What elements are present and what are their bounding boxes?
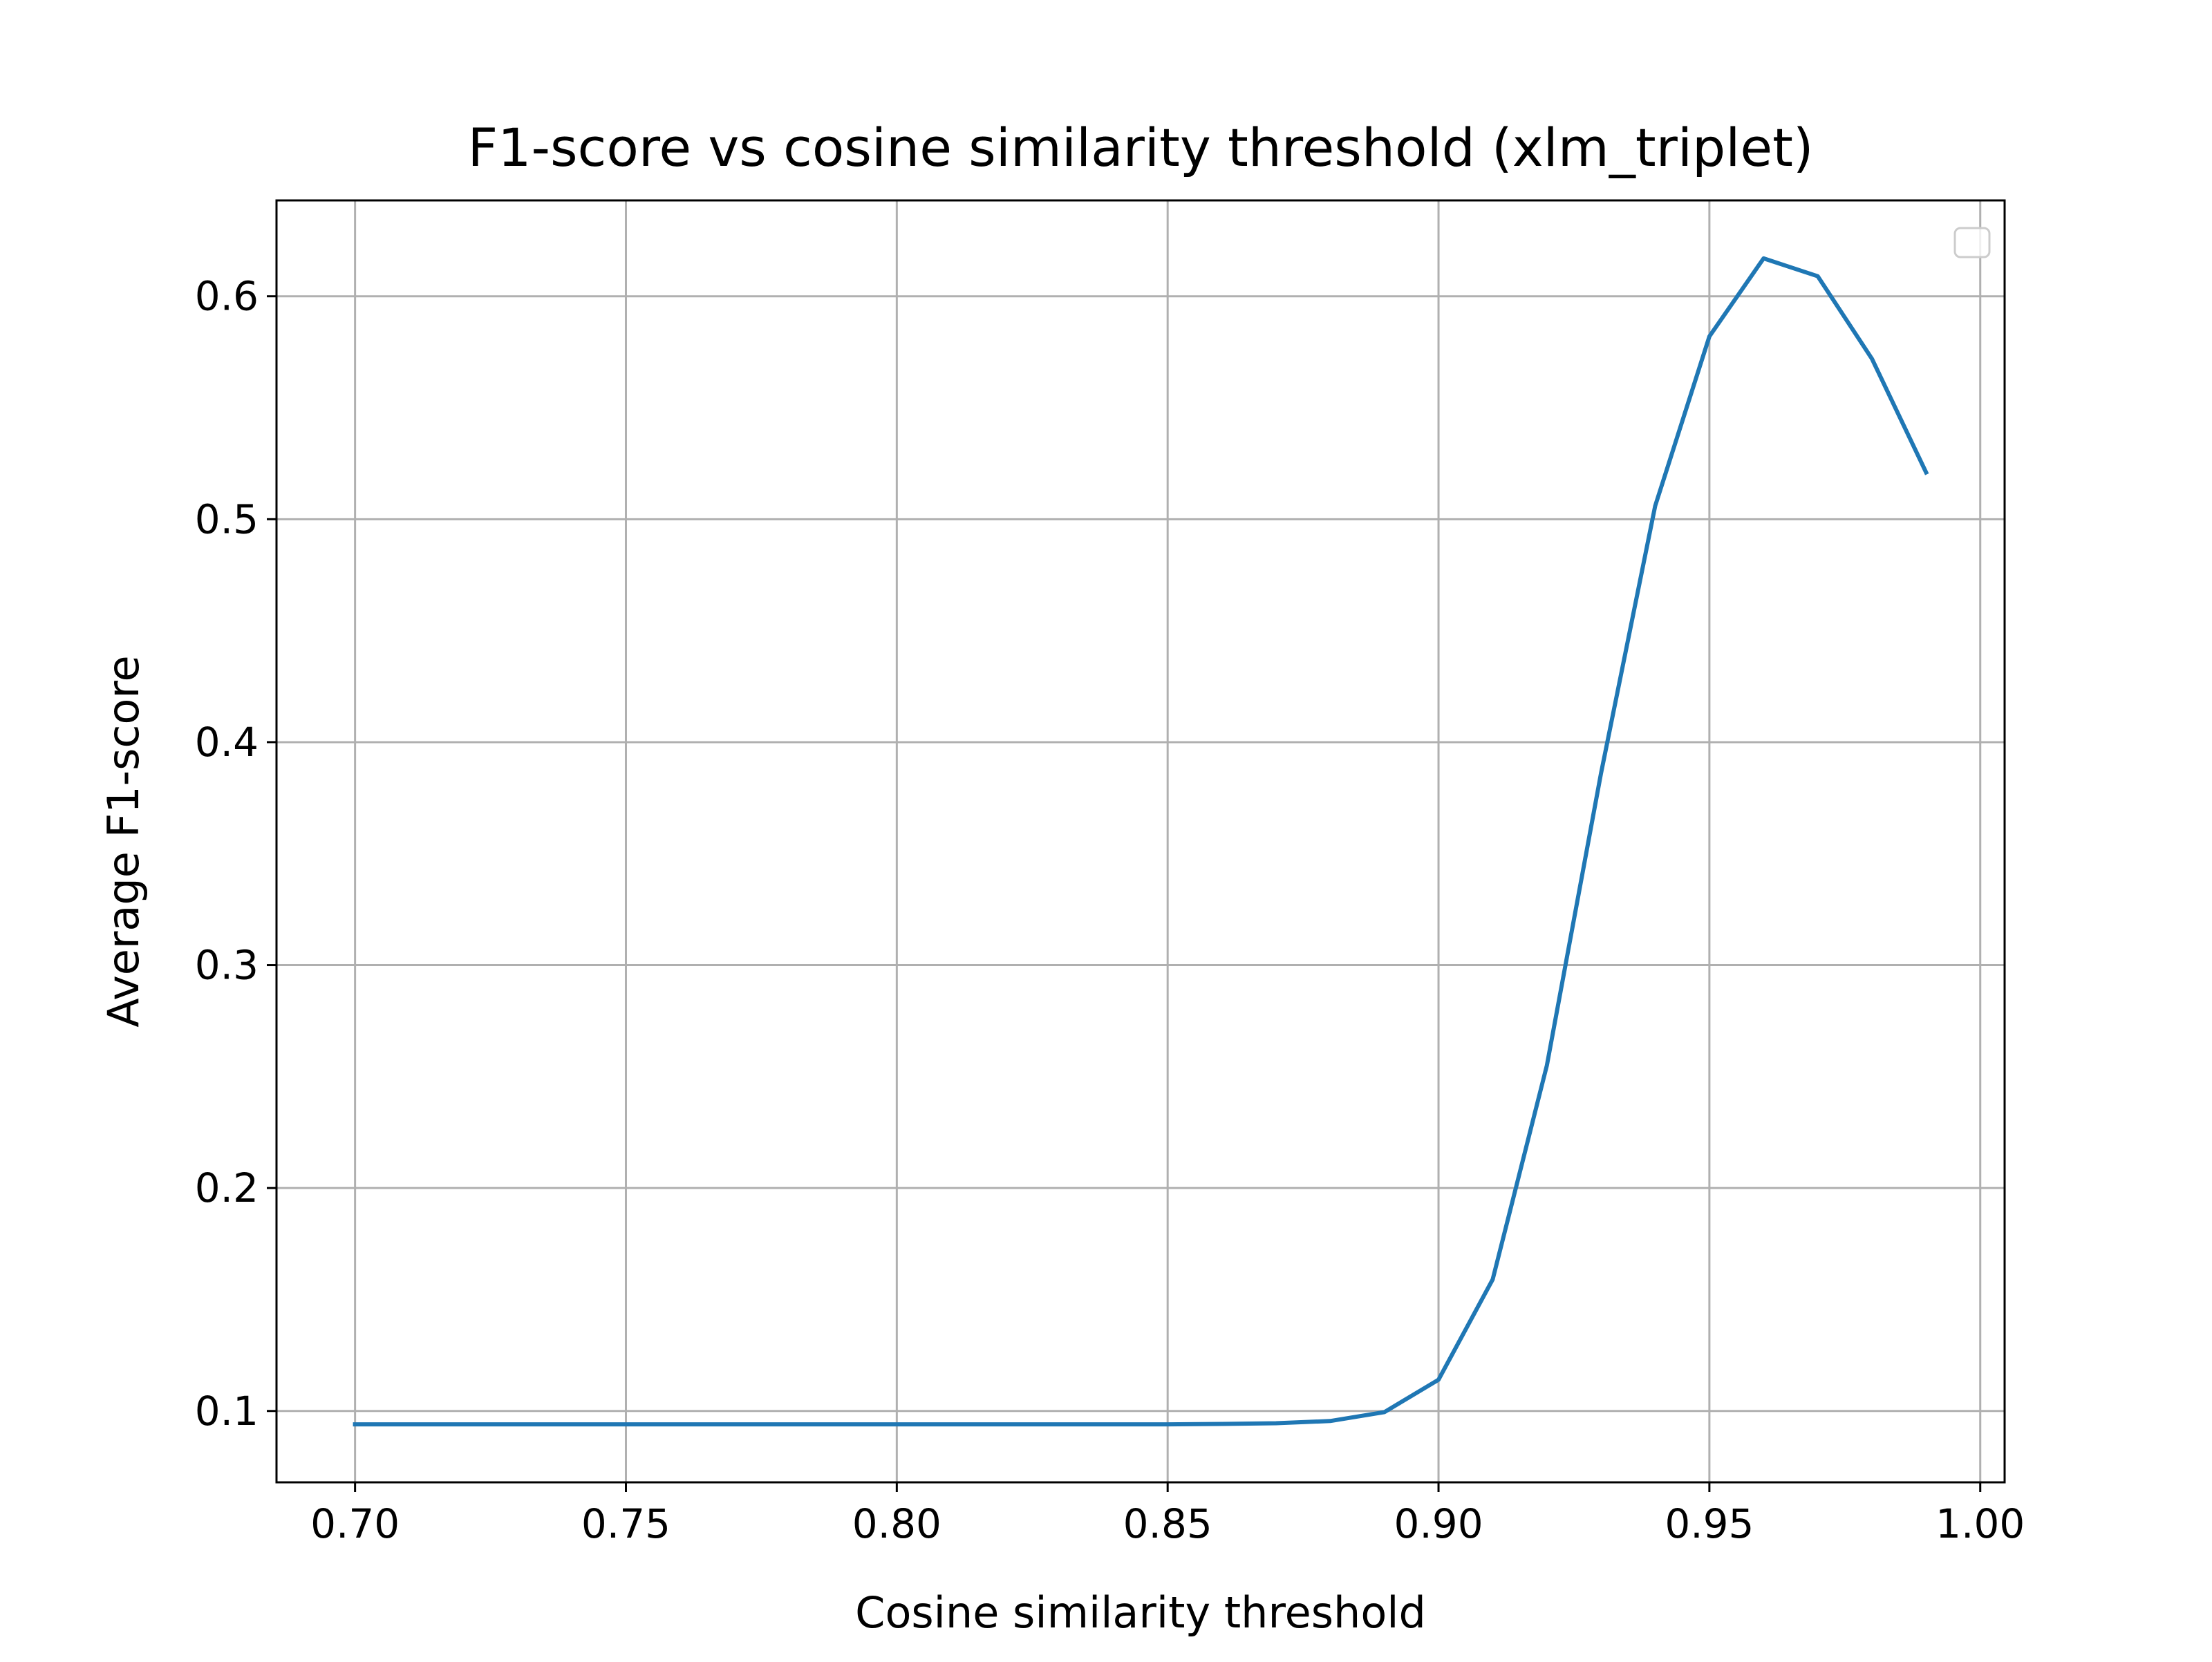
x-tick-label: 0.90 — [1394, 1500, 1483, 1547]
x-tick-label: 0.75 — [581, 1500, 671, 1547]
y-tick-label: 0.1 — [195, 1388, 259, 1435]
y-axis-ticks: 0.1 0.2 0.3 0.4 0.5 0.6 — [195, 273, 276, 1435]
series-lines — [353, 256, 1929, 1427]
x-tick-label: 0.80 — [852, 1500, 941, 1547]
x-tick-label: 0.70 — [310, 1500, 400, 1547]
grid-lines — [276, 200, 2005, 1482]
y-tick-label: 0.5 — [195, 495, 259, 542]
x-axis-label: Cosine similarity threshold — [855, 1587, 1426, 1638]
y-tick-label: 0.2 — [195, 1164, 259, 1211]
y-tick-label: 0.4 — [195, 719, 259, 766]
y-tick-label: 0.3 — [195, 942, 259, 989]
legend-box — [1953, 227, 1991, 258]
series-line — [353, 256, 1929, 1427]
y-tick-label: 0.6 — [195, 273, 259, 320]
x-axis-ticks: 0.70 0.75 0.80 0.85 0.90 0.95 1.00 — [310, 1482, 2025, 1547]
x-tick-label: 0.85 — [1123, 1500, 1212, 1547]
x-tick-label: 0.95 — [1665, 1500, 1754, 1547]
y-axis-label: Average F1-score — [98, 655, 149, 1027]
x-tick-label: 1.00 — [1936, 1500, 2025, 1547]
plot-area-frame — [275, 199, 2006, 1484]
chart-title: F1-score vs cosine similarity threshold … — [467, 117, 1813, 178]
